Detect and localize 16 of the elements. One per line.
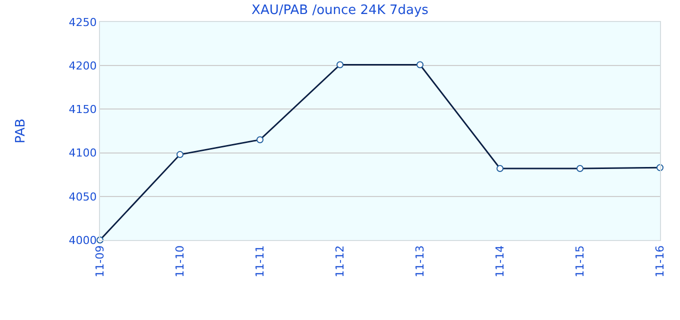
chart-title: XAU/PAB /ounce 24K 7days: [252, 2, 429, 18]
x-tick-label: 11-12: [334, 245, 347, 278]
x-tick-label: 11-14: [494, 245, 507, 278]
x-tick-label: 11-13: [414, 245, 427, 278]
y-tick-label: 4100: [68, 146, 97, 160]
y-axis-title: PAB: [14, 118, 29, 144]
x-tick-label: 11-11: [254, 245, 267, 278]
y-tick-label: 4250: [68, 16, 97, 29]
y-tick-label: 4150: [68, 103, 97, 116]
y-tick-label: 4000: [68, 234, 97, 247]
x-tick-label: 11-16: [654, 245, 667, 278]
y-tick-label: 4200: [68, 59, 97, 72]
y-tick-label: 4050: [68, 190, 97, 204]
x-tick-label: 11-09: [94, 245, 107, 278]
x-tick-label: 11-10: [174, 245, 187, 278]
x-tick-label: 11-15: [574, 245, 587, 278]
